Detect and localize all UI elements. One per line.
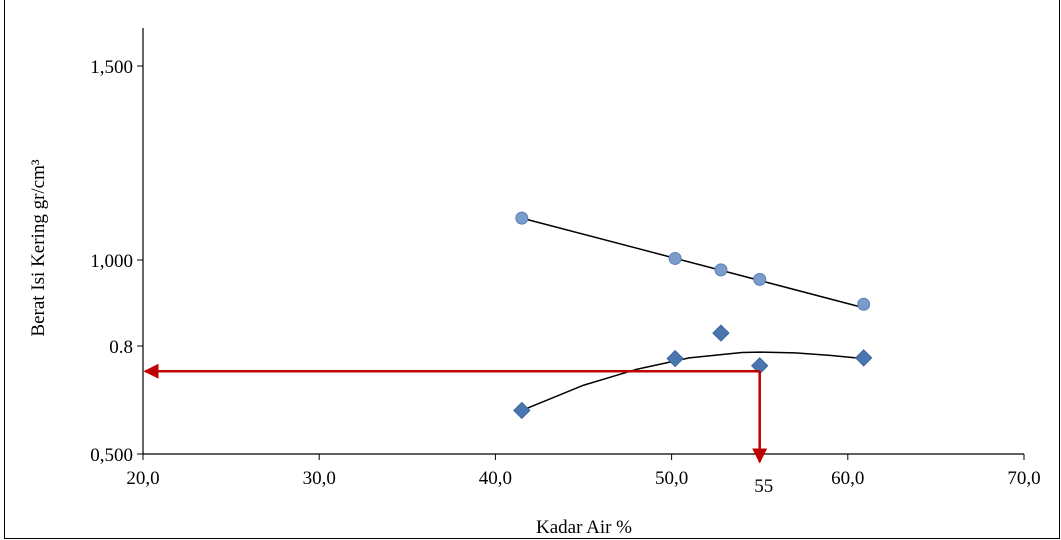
y-tick-label: 0,500: [90, 445, 133, 466]
annotation-x-label: 55: [754, 476, 773, 497]
diamond-data-point: [712, 324, 730, 342]
trendlines: [521, 217, 864, 412]
circle-data-point: [668, 251, 682, 265]
circle-data-point: [714, 263, 728, 277]
diamond-data-point: [666, 349, 684, 368]
diamond-data-point: [854, 349, 873, 367]
chart-frame: [4, 0, 1060, 539]
y-tick-label: 0.8: [109, 337, 133, 358]
x-tick-label: 70,0: [1007, 468, 1040, 489]
circle-data-point: [515, 211, 529, 225]
axes: 20,0 30,0 40,0 50,0 60,0 70,0 0,500 0.8 1,000 1,5…: [90, 28, 1041, 489]
x-tick-label: 50,0: [655, 468, 688, 489]
x-tick-label: 40,0: [479, 468, 512, 489]
x-tick-label: 30,0: [303, 468, 336, 489]
x-axis-title: Kadar Air %: [536, 517, 632, 538]
polynomial-trendline: [521, 351, 864, 412]
y-tick-label: 1,500: [90, 57, 133, 78]
annotations: 55: [143, 363, 773, 497]
x-tick-label: 60,0: [831, 468, 864, 489]
y-axis-title: Berat Isi Kering gr/cm³: [28, 159, 49, 336]
circle-data-point: [753, 272, 767, 286]
linear-trendline: [521, 217, 864, 309]
data-points: [513, 211, 873, 420]
x-tick-label: 20,0: [126, 468, 159, 489]
circle-data-point: [857, 297, 871, 311]
y-tick-label: 1,000: [90, 251, 133, 272]
diamond-data-point: [513, 401, 531, 420]
